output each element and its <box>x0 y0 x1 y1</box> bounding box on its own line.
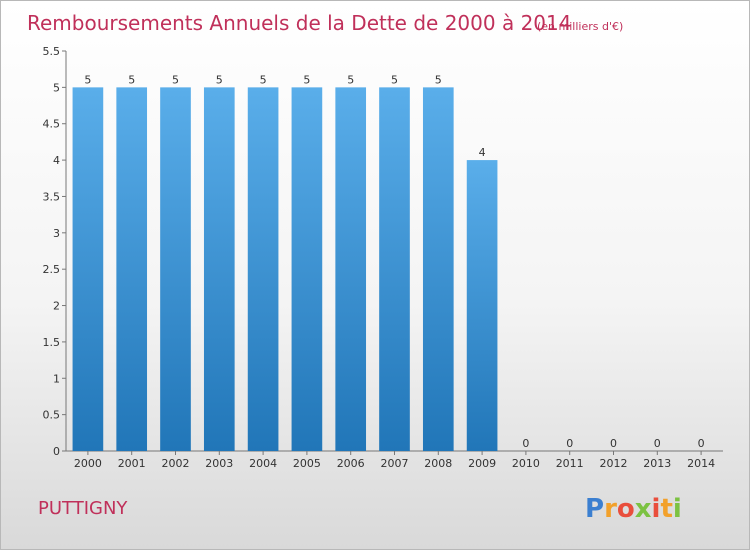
y-tick-label: 5.5 <box>43 45 61 58</box>
y-tick-label: 1 <box>53 372 60 385</box>
logo-letter: P <box>585 494 604 524</box>
y-tick-label: 3 <box>53 227 60 240</box>
y-tick-label: 4.5 <box>43 118 61 131</box>
data-label: 0 <box>610 437 617 450</box>
x-tick-label: 2007 <box>381 457 409 470</box>
data-label: 0 <box>522 437 529 450</box>
data-label: 0 <box>654 437 661 450</box>
y-tick-label: 0.5 <box>43 409 61 422</box>
x-tick-label: 2000 <box>74 457 102 470</box>
data-label: 5 <box>128 73 135 86</box>
bar <box>116 87 148 451</box>
data-label: 0 <box>566 437 573 450</box>
y-tick-label: 5 <box>53 81 60 94</box>
logo-letter: t <box>660 494 672 524</box>
y-tick-label: 3.5 <box>43 190 61 203</box>
data-label: 5 <box>347 73 354 86</box>
bar <box>335 87 367 451</box>
y-tick-label: 2 <box>53 300 60 313</box>
bar <box>160 87 191 451</box>
x-tick-label: 2011 <box>556 457 584 470</box>
data-label: 5 <box>216 73 223 86</box>
proxiti-logo: Proxiti <box>585 494 682 524</box>
x-tick-label: 2004 <box>249 457 277 470</box>
data-label: 5 <box>303 73 310 86</box>
x-tick-label: 2009 <box>468 457 496 470</box>
y-tick-label: 2.5 <box>43 263 61 276</box>
x-tick-label: 2010 <box>512 457 540 470</box>
bar <box>466 160 498 451</box>
bars: 5 5 5 5 5 5 5 5 5 4 0 0 0 0 0 <box>72 73 705 451</box>
data-label: 0 <box>698 437 705 450</box>
y-tick-label: 0 <box>53 445 60 458</box>
bar <box>203 87 235 451</box>
x-tick-label: 2012 <box>600 457 628 470</box>
data-label: 5 <box>172 73 179 86</box>
logo-letter: x <box>635 494 652 524</box>
bar <box>247 87 279 451</box>
y-tick-label: 4 <box>53 154 60 167</box>
logo-letter: i <box>652 494 661 524</box>
x-tick-label: 2001 <box>118 457 146 470</box>
chart-title: Remboursements Annuels de la Dette de 20… <box>27 11 571 35</box>
x-tick-label: 2005 <box>293 457 321 470</box>
axes: 0 0.5 1 1.5 2 2.5 3 3.5 4 4.5 5 5.5 2000 2001 2002 2003… <box>43 45 723 470</box>
y-tick-label: 1.5 <box>43 336 61 349</box>
bar <box>72 87 104 451</box>
data-label: 4 <box>479 146 486 159</box>
logo-letter: o <box>617 494 635 524</box>
x-tick-label: 2006 <box>337 457 365 470</box>
commune-name: PUTTIGNY <box>38 498 128 519</box>
logo-letter: r <box>604 494 617 524</box>
x-tick-label: 2003 <box>205 457 233 470</box>
x-tick-label: 2002 <box>162 457 190 470</box>
data-label: 5 <box>435 73 442 86</box>
bar <box>291 87 323 451</box>
logo-letter: i <box>673 494 682 524</box>
chart-subtitle: (en milliers d'€) <box>537 20 623 33</box>
bar <box>422 87 454 451</box>
x-tick-label: 2013 <box>643 457 671 470</box>
data-label: 5 <box>391 73 398 86</box>
data-label: 5 <box>260 73 267 86</box>
data-label: 5 <box>84 73 91 86</box>
bar <box>379 87 410 451</box>
x-tick-label: 2014 <box>687 457 715 470</box>
x-tick-label: 2008 <box>424 457 452 470</box>
